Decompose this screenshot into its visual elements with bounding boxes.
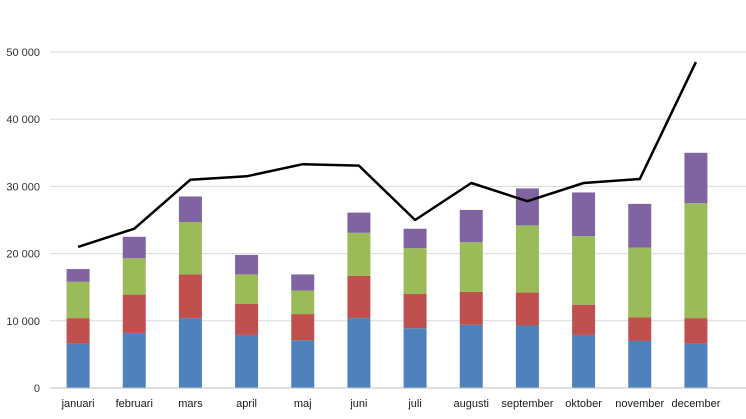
bar-segment <box>515 325 539 388</box>
y-tick-label: 30 000 <box>6 181 40 193</box>
x-category-label: november <box>615 398 664 410</box>
x-category-label: september <box>501 398 553 410</box>
x-category-label: oktober <box>565 398 602 410</box>
x-category-label: augusti <box>454 398 489 410</box>
bar-segment <box>628 340 652 388</box>
x-category-label: januari <box>61 398 95 410</box>
bar-segment <box>66 318 90 344</box>
bar-segment <box>515 188 539 226</box>
bar-segment <box>347 318 371 388</box>
y-tick-label: 50 000 <box>6 47 40 59</box>
bar-segment <box>291 340 315 388</box>
bar-segment <box>122 294 146 333</box>
bar-segment <box>291 274 315 291</box>
bar-segment <box>347 212 371 233</box>
bar-segment <box>403 328 427 388</box>
bar-segment <box>122 236 146 259</box>
bar-segment <box>684 152 708 204</box>
bar-segment <box>459 209 483 243</box>
bar-segment <box>628 247 652 318</box>
bar-segment <box>235 334 259 388</box>
bar-segment <box>178 318 202 388</box>
bar-segment <box>684 318 708 344</box>
bar-segment <box>122 258 146 295</box>
bar-segment <box>178 222 202 275</box>
bar-segment <box>66 343 90 388</box>
bar-segment <box>178 196 202 223</box>
bar-segment <box>403 293 427 329</box>
y-tick-label: 0 <box>34 383 40 395</box>
total-line <box>77 61 698 249</box>
stacked-bars <box>66 152 708 388</box>
bar-segment <box>459 291 483 325</box>
bar-segment <box>628 203 652 248</box>
y-tick-label: 40 000 <box>6 114 40 126</box>
bar-segment <box>684 203 708 319</box>
bar-segment <box>515 292 539 326</box>
bar-segment <box>628 317 652 341</box>
bar-segment <box>178 274 202 319</box>
bar-segment <box>572 192 596 237</box>
bar-segment <box>515 225 539 293</box>
bar-segment <box>572 236 596 305</box>
bar-segment <box>347 275 371 319</box>
bar-segment <box>347 232 371 276</box>
x-category-label: april <box>236 398 257 410</box>
bar-segment <box>122 332 146 388</box>
bar-segment <box>291 290 315 315</box>
bar-segment <box>684 343 708 388</box>
bar-segment <box>66 281 90 319</box>
x-category-label: februari <box>116 398 153 410</box>
x-category-label: maj <box>294 398 312 410</box>
x-category-label: juni <box>349 398 367 410</box>
bar-segment <box>235 254 259 275</box>
y-tick-label: 10 000 <box>6 316 40 328</box>
bar-segment <box>235 274 259 304</box>
x-axis-category-labels: januari februari mars april maj juni juli augus… <box>61 398 721 410</box>
x-category-label: juli <box>407 398 421 410</box>
bar-segment <box>459 242 483 292</box>
bar-segment <box>66 269 90 282</box>
x-category-label: december <box>671 398 720 410</box>
y-tick-label: 20 000 <box>6 249 40 261</box>
x-category-label: mars <box>178 398 203 410</box>
y-axis-tick-labels: 0 10 000 20 000 30 000 40 000 50 000 <box>6 47 40 395</box>
bar-segment <box>403 228 427 249</box>
bar-segment <box>572 304 596 335</box>
bar-segment <box>235 304 259 335</box>
bar-segment <box>291 314 315 341</box>
bar-segment <box>403 248 427 294</box>
bar-segment <box>459 324 483 388</box>
bar-segment <box>572 334 596 388</box>
